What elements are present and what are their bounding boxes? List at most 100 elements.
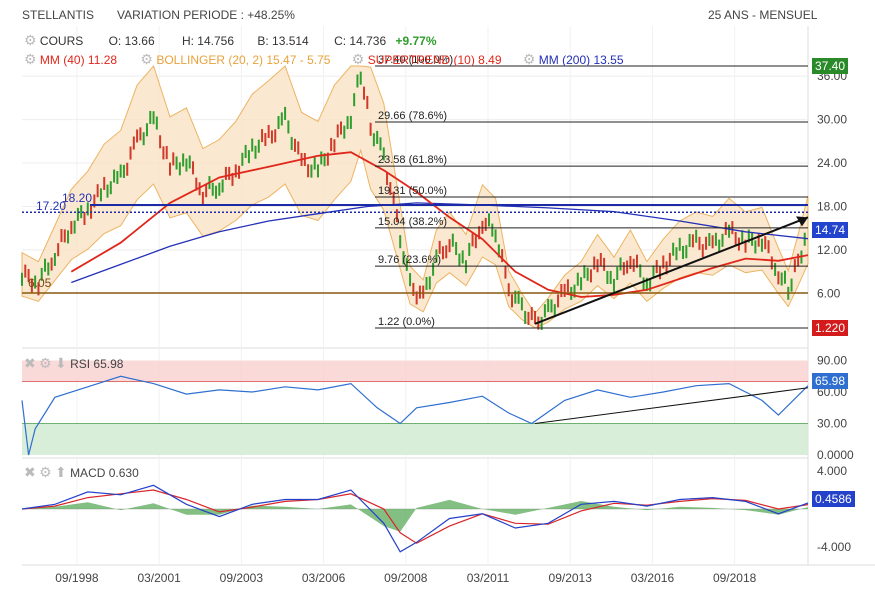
- candle-bar: [228, 166, 231, 180]
- candle-bar: [747, 229, 750, 243]
- candle-bar: [155, 116, 158, 130]
- macd-tick-label: 4.000: [817, 464, 847, 478]
- gear-icon[interactable]: ⚙: [140, 51, 153, 67]
- candle-bar: [659, 266, 662, 280]
- macd-header: ✖ ⚙ ⬆ MACD 0.630: [24, 464, 139, 481]
- candle-bar: [326, 152, 329, 166]
- candle-bar: [333, 139, 336, 153]
- candle-bar: [698, 236, 701, 250]
- arrow-down-icon[interactable]: ⬇: [54, 355, 67, 371]
- candle-bar: [534, 310, 537, 324]
- candle-bar: [599, 253, 602, 267]
- candle-bar: [438, 240, 441, 254]
- candle-bar: [247, 150, 250, 164]
- candle-bar: [586, 267, 589, 281]
- candle-bar: [685, 245, 688, 259]
- fibonacci-label: 15.04 (38.2%): [378, 216, 447, 228]
- gear-icon[interactable]: ⚙: [24, 51, 37, 67]
- fibonacci-label: 19.31 (50.0%): [378, 185, 447, 197]
- legend-supertrend-value: 8.49: [478, 53, 502, 67]
- macd-tick-label: -4.000: [817, 540, 851, 554]
- candle-bar: [580, 277, 583, 291]
- candle-bar: [129, 146, 132, 160]
- x-tick-label: 03/2001: [137, 571, 181, 585]
- candle-bar: [343, 125, 346, 139]
- candle-bar: [395, 209, 398, 223]
- candle-bar: [284, 106, 287, 120]
- candle-bar: [254, 145, 257, 159]
- candle-bar: [336, 124, 339, 138]
- gear-icon[interactable]: ⚙: [24, 32, 37, 48]
- candle-bar: [560, 283, 563, 298]
- candle-bar: [149, 110, 152, 124]
- candle-bar: [402, 251, 405, 265]
- candle-bar: [767, 240, 770, 254]
- legend-bollinger-value: 15.47 - 5.75: [266, 53, 331, 67]
- gear-icon[interactable]: ⚙: [39, 355, 52, 371]
- candle-bar: [145, 123, 148, 137]
- candle-bar: [415, 291, 418, 305]
- rsi-oversold-zone: [22, 423, 808, 455]
- candle-bar: [682, 245, 685, 259]
- candle-bar: [261, 129, 264, 143]
- gear-icon[interactable]: ⚙: [39, 464, 52, 480]
- candle-bar: [63, 229, 66, 243]
- candle-bar: [103, 176, 106, 190]
- rsi-title: RSI: [70, 357, 91, 371]
- candle-bar: [734, 231, 737, 245]
- legend-open: O: 13.66: [108, 34, 155, 48]
- candle-bar: [73, 220, 76, 234]
- rsi-header: ✖ ⚙ ⬇ RSI 65.98: [24, 355, 123, 372]
- candle-bar: [711, 235, 714, 249]
- price-box-high: 37.40: [812, 58, 849, 74]
- candle-bar: [649, 278, 652, 292]
- close-icon[interactable]: ✖: [24, 464, 36, 480]
- candle-bar: [205, 184, 208, 198]
- candle-bar: [251, 138, 254, 152]
- candle-bar: [50, 257, 53, 271]
- candle-bar: [159, 135, 162, 149]
- candle-bar: [777, 271, 780, 285]
- arrow-up-icon[interactable]: ⬆: [54, 464, 67, 480]
- candle-bar: [405, 257, 408, 271]
- close-icon[interactable]: ✖: [24, 355, 36, 371]
- candle-bar: [793, 259, 796, 273]
- price-tick-label: 30.00: [817, 113, 847, 127]
- candle-bar: [675, 247, 678, 261]
- candle-bar: [307, 164, 310, 178]
- candle-bar: [639, 264, 642, 278]
- candle-bar: [30, 279, 33, 293]
- candle-bar: [24, 264, 27, 278]
- period-label[interactable]: 25 ANS - MENSUEL: [708, 8, 818, 22]
- candle-bar: [478, 226, 481, 240]
- legend-mm40-value: 11.28: [87, 53, 118, 67]
- gear-icon[interactable]: ⚙: [522, 51, 536, 67]
- candle-bar: [642, 277, 645, 291]
- candle-bar: [86, 202, 89, 216]
- candle-bar: [185, 158, 188, 172]
- candle-bar: [497, 244, 500, 258]
- candle-bar: [593, 256, 596, 270]
- candle-bar: [218, 182, 221, 196]
- level-label-a: 18.20: [62, 191, 93, 205]
- candle-bar: [119, 164, 122, 178]
- candle-bar: [718, 239, 721, 253]
- candle-bar: [109, 181, 112, 195]
- candle-bar: [287, 120, 290, 134]
- candle-bar: [543, 304, 546, 318]
- legend-high: H: 14.756: [181, 34, 235, 48]
- candle-bar: [257, 139, 260, 153]
- candle-bar: [589, 269, 592, 283]
- candle-bar: [142, 132, 145, 146]
- candle-bar: [573, 284, 576, 298]
- x-tick-label: 03/2006: [302, 571, 346, 585]
- candle-bar: [797, 253, 800, 267]
- legend-cours: COURS: [39, 34, 84, 48]
- gear-icon[interactable]: ⚙: [351, 51, 365, 67]
- mm40-line: [70, 151, 809, 298]
- candle-bar: [372, 133, 375, 147]
- candle-bar: [547, 299, 550, 313]
- macd-value: 0.630: [108, 466, 139, 480]
- candle-bar: [491, 223, 494, 237]
